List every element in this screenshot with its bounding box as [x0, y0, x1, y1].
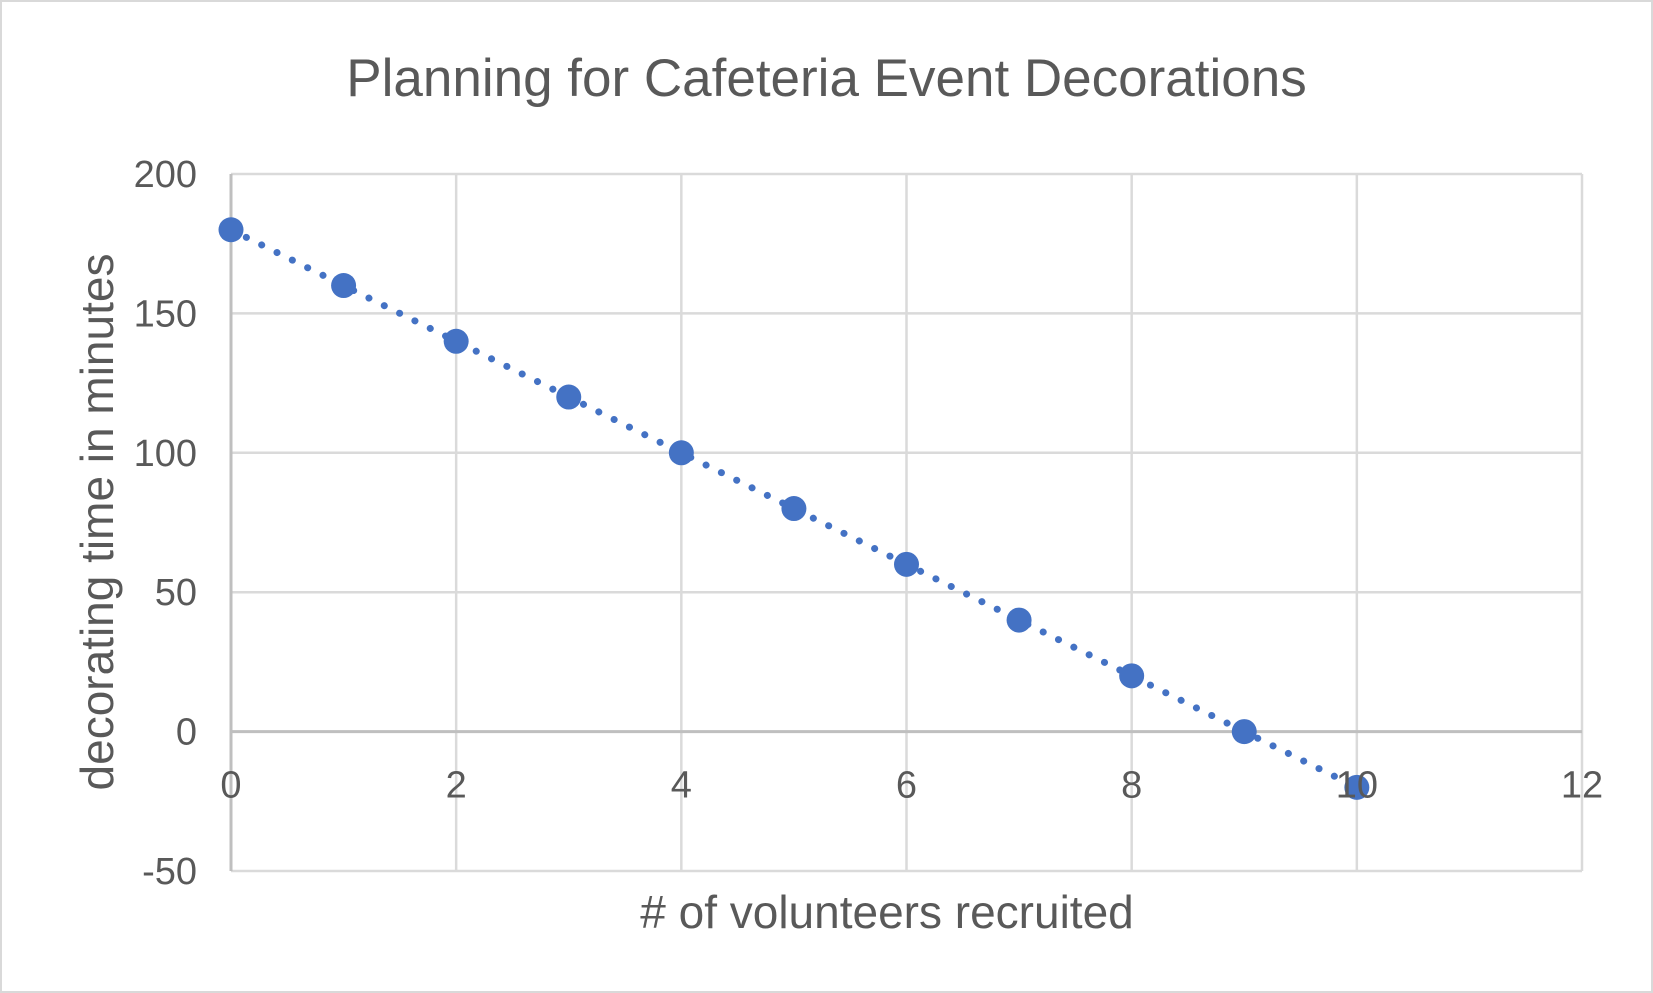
data-point[interactable] [1006, 607, 1032, 633]
x-tick-label: 8 [1121, 765, 1142, 807]
data-point[interactable] [556, 384, 582, 410]
data-point[interactable] [894, 551, 919, 577]
chart-title: Planning for Cafeteria Event Decorations [346, 49, 1307, 108]
data-point[interactable] [218, 217, 244, 243]
x-tick-label: 10 [1336, 765, 1378, 807]
data-point[interactable] [1344, 774, 1370, 800]
y-tick-label: 0 [176, 712, 197, 754]
x-tick-label: 4 [671, 765, 692, 807]
data-series [218, 217, 1370, 800]
y-tick-label: 200 [134, 154, 197, 196]
x-tick-label: 6 [896, 765, 917, 807]
y-tick-label: 100 [134, 433, 197, 475]
data-point[interactable] [1231, 719, 1257, 745]
y-tick-label: 50 [155, 572, 197, 614]
y-tick-label: -50 [142, 851, 197, 893]
x-tick-label: 0 [220, 765, 241, 807]
data-point[interactable] [443, 328, 469, 354]
y-axis-title: decorating time in minutes [71, 253, 123, 791]
x-axis-title: # of volunteers recruited [640, 886, 1134, 938]
y-tick-label: 150 [134, 293, 197, 335]
axis-lines [229, 174, 1582, 871]
data-point[interactable] [781, 496, 807, 522]
data-point[interactable] [668, 440, 694, 466]
x-tick-label: 12 [1561, 765, 1603, 807]
data-point[interactable] [1119, 663, 1145, 689]
tick-labels: 0 2 4 6 8 10 12 -50 0 50 100 150 200 [134, 154, 1604, 893]
x-tick-label: 2 [446, 765, 467, 807]
data-point[interactable] [331, 273, 357, 299]
